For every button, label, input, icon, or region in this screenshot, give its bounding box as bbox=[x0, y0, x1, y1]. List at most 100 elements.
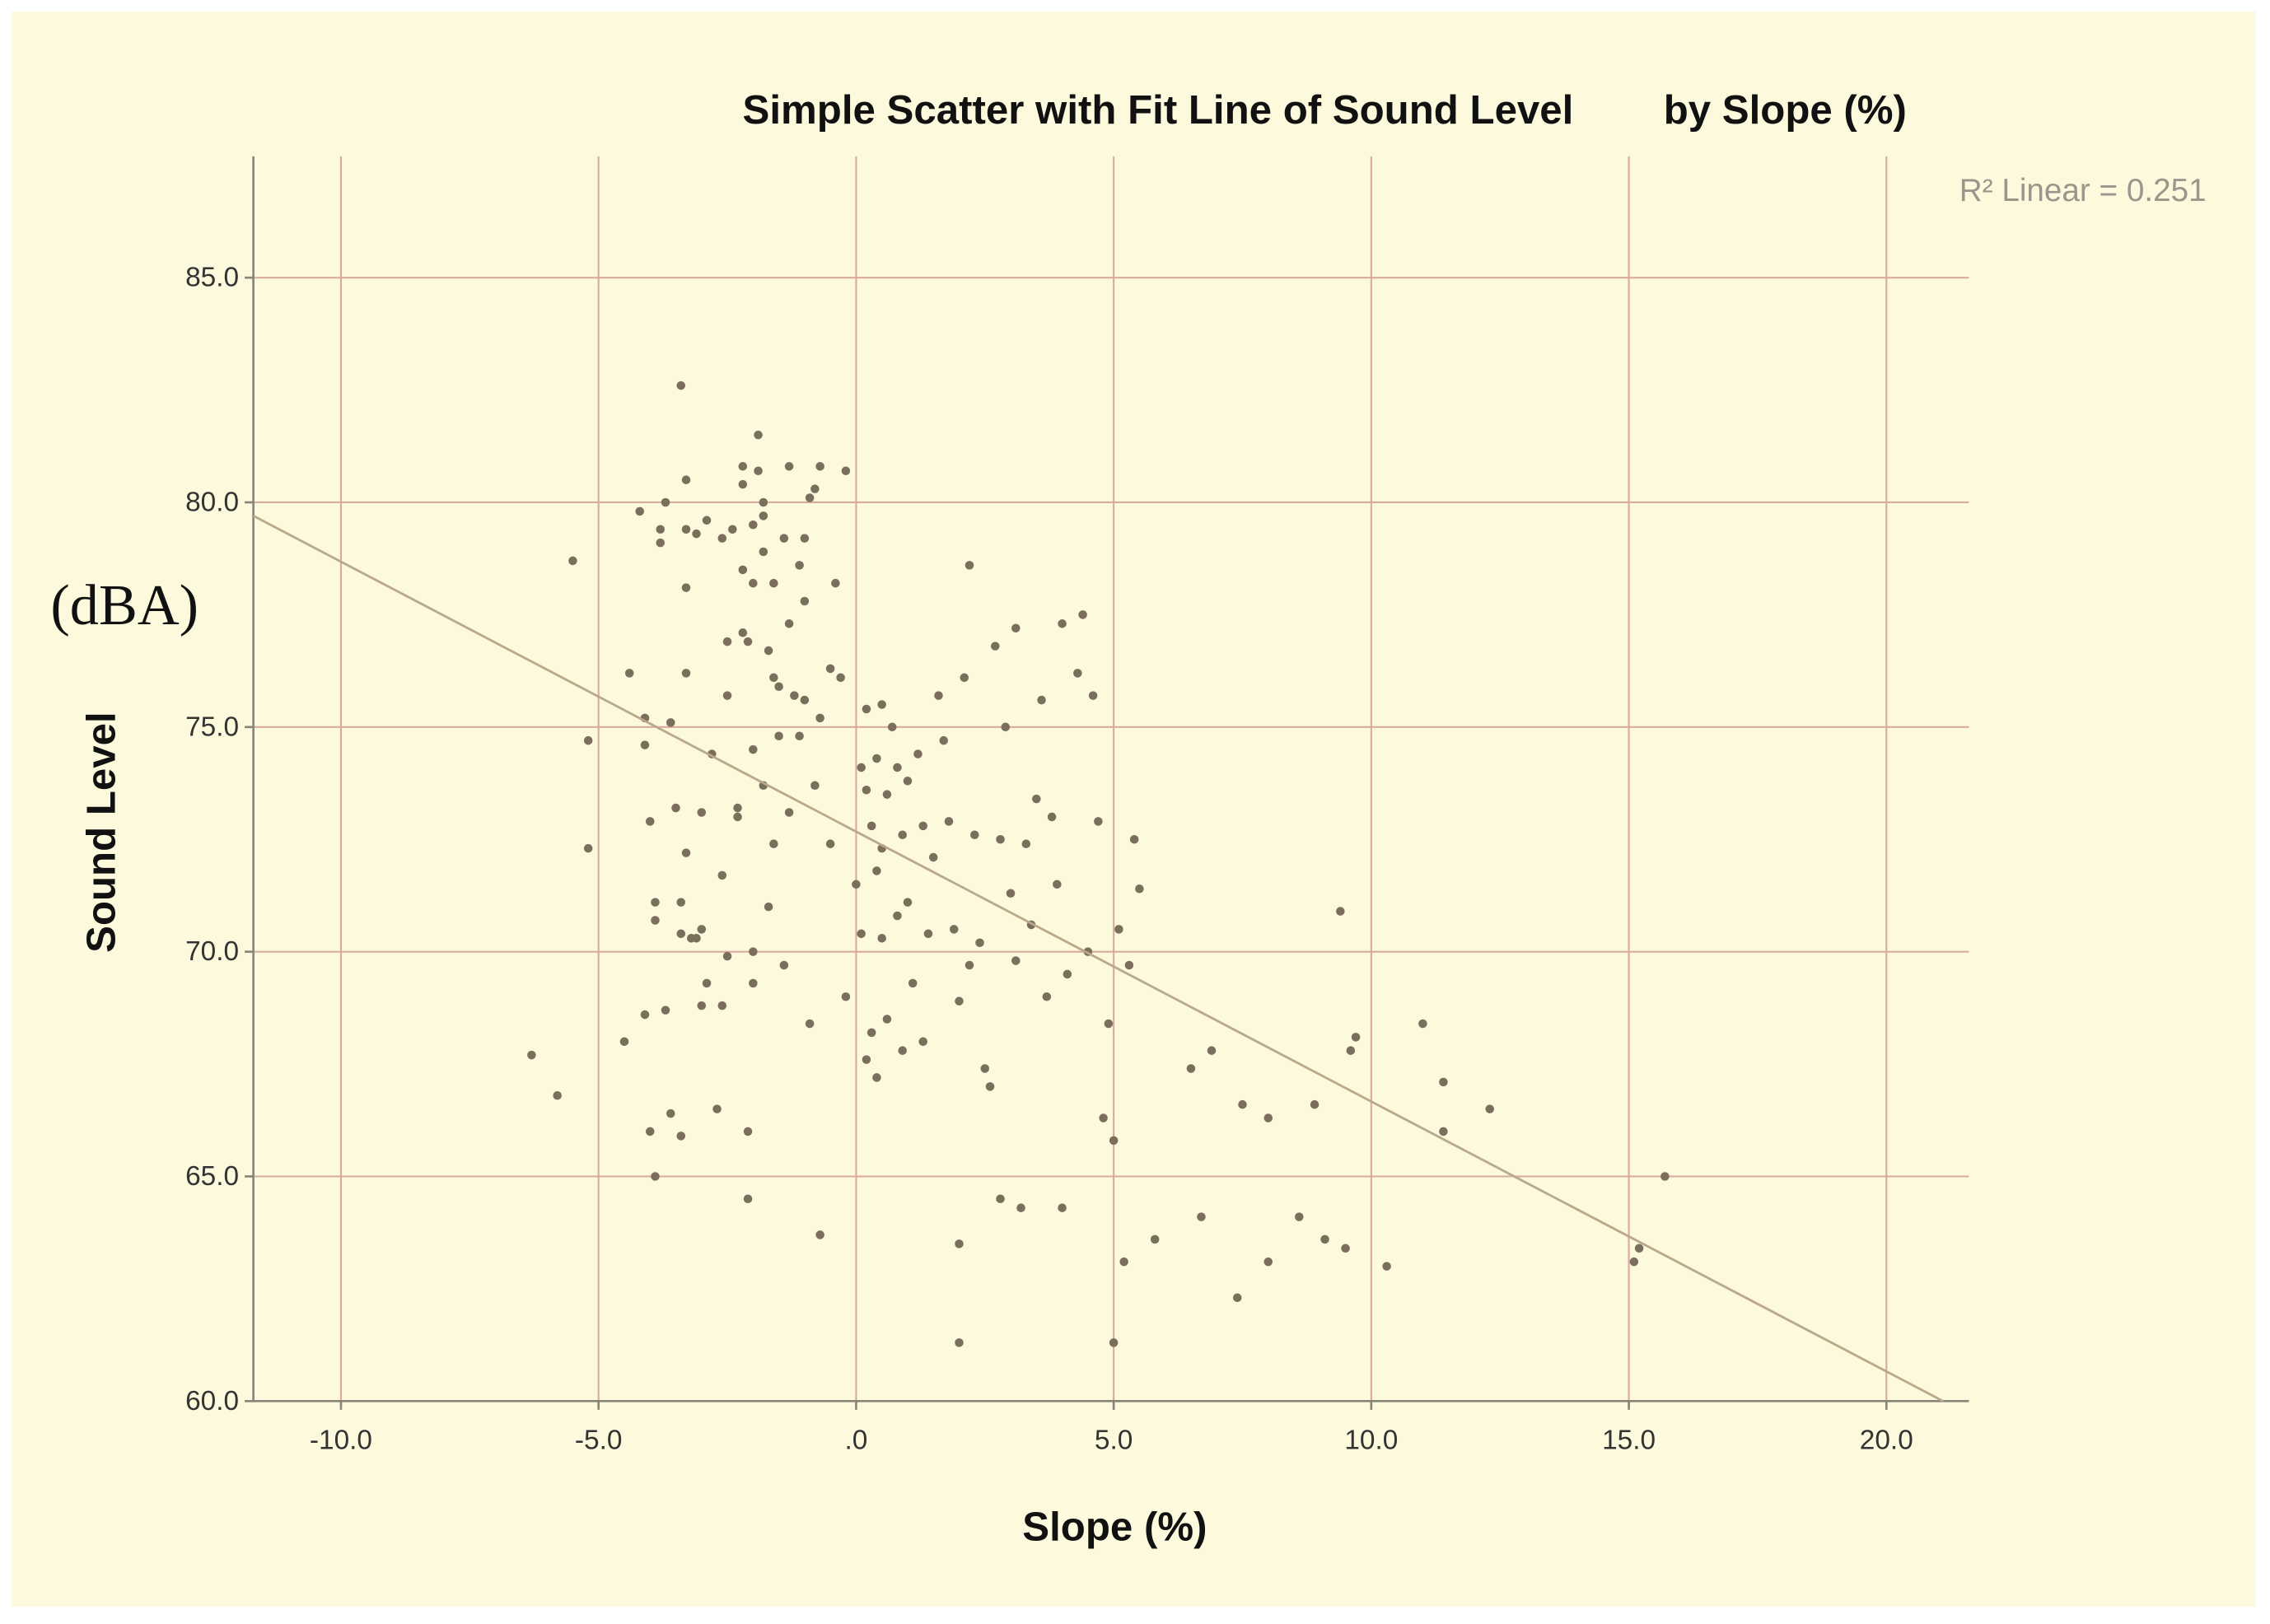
point bbox=[769, 839, 778, 848]
point bbox=[749, 947, 758, 956]
point bbox=[893, 763, 902, 772]
point bbox=[1016, 1203, 1025, 1212]
point bbox=[800, 534, 810, 543]
x-tick-label: 15.0 bbox=[1602, 1425, 1656, 1455]
point bbox=[955, 996, 964, 1006]
point bbox=[774, 731, 783, 741]
point bbox=[1660, 1172, 1670, 1181]
x-tick-label: -5.0 bbox=[575, 1425, 623, 1455]
point bbox=[795, 731, 804, 741]
point bbox=[1058, 619, 1067, 628]
point bbox=[1351, 1033, 1361, 1042]
point bbox=[676, 898, 686, 907]
point bbox=[1021, 839, 1031, 848]
point bbox=[1119, 1257, 1128, 1267]
point bbox=[738, 462, 748, 471]
point bbox=[1485, 1104, 1494, 1113]
point bbox=[754, 466, 763, 476]
point bbox=[1439, 1077, 1448, 1087]
point bbox=[619, 1037, 629, 1047]
point bbox=[862, 1055, 871, 1064]
point bbox=[825, 839, 835, 848]
point bbox=[583, 843, 593, 853]
point bbox=[898, 830, 907, 840]
point bbox=[934, 691, 943, 700]
point bbox=[1078, 610, 1087, 619]
point bbox=[681, 475, 691, 484]
y-tick-label: 65.0 bbox=[185, 1161, 239, 1192]
point bbox=[1320, 1234, 1329, 1244]
point bbox=[965, 960, 974, 970]
point bbox=[749, 744, 758, 754]
point bbox=[1263, 1113, 1273, 1122]
point bbox=[1124, 960, 1134, 970]
point bbox=[640, 1010, 650, 1020]
point bbox=[743, 1194, 753, 1204]
point bbox=[759, 497, 768, 507]
point bbox=[1058, 1203, 1067, 1212]
point bbox=[1634, 1244, 1644, 1253]
point bbox=[702, 978, 712, 988]
point bbox=[918, 1037, 927, 1047]
point bbox=[1129, 834, 1139, 844]
point bbox=[671, 803, 680, 813]
point bbox=[862, 704, 871, 714]
y-tick-label: 60.0 bbox=[185, 1386, 239, 1416]
point bbox=[651, 898, 660, 907]
point bbox=[733, 803, 742, 813]
point bbox=[857, 763, 866, 772]
point bbox=[862, 785, 871, 795]
point bbox=[980, 1064, 990, 1073]
point bbox=[877, 700, 886, 709]
x-tick-label: 10.0 bbox=[1344, 1425, 1398, 1455]
point bbox=[749, 578, 758, 588]
point bbox=[955, 1239, 964, 1248]
fit-line bbox=[252, 515, 1944, 1402]
y-tick-label: 85.0 bbox=[185, 263, 239, 293]
point bbox=[697, 1001, 707, 1010]
point bbox=[666, 1108, 675, 1118]
x-tick-label: 5.0 bbox=[1095, 1425, 1133, 1455]
x-tick-label: .0 bbox=[844, 1425, 867, 1455]
point bbox=[743, 637, 753, 646]
point bbox=[815, 1230, 824, 1239]
y-tick-label: 70.0 bbox=[185, 936, 239, 967]
point bbox=[702, 516, 712, 525]
point bbox=[640, 740, 650, 749]
point bbox=[759, 547, 768, 557]
point bbox=[800, 695, 810, 705]
point bbox=[769, 673, 778, 683]
point bbox=[903, 898, 913, 907]
point bbox=[733, 812, 742, 822]
x-axis-title: Slope (%) bbox=[1022, 1505, 1207, 1550]
point bbox=[722, 951, 732, 961]
point bbox=[1047, 812, 1057, 822]
point bbox=[825, 664, 835, 674]
point bbox=[717, 1001, 727, 1010]
point bbox=[800, 596, 810, 606]
point bbox=[949, 925, 959, 934]
point bbox=[1232, 1293, 1242, 1303]
point bbox=[928, 852, 938, 862]
point bbox=[717, 870, 727, 880]
point bbox=[805, 1019, 815, 1029]
point bbox=[872, 1073, 881, 1082]
point bbox=[841, 992, 851, 1001]
point bbox=[790, 691, 799, 700]
point bbox=[852, 880, 861, 889]
y-axis-title: Sound Level bbox=[79, 712, 124, 953]
point bbox=[882, 1015, 892, 1024]
point bbox=[1336, 907, 1345, 916]
point bbox=[1037, 695, 1046, 705]
point bbox=[681, 525, 691, 534]
point bbox=[965, 561, 974, 570]
point bbox=[903, 777, 913, 786]
background bbox=[12, 12, 2256, 1607]
point bbox=[882, 790, 892, 799]
point bbox=[996, 834, 1005, 844]
point bbox=[960, 673, 969, 683]
point bbox=[857, 929, 866, 939]
point bbox=[568, 556, 577, 566]
